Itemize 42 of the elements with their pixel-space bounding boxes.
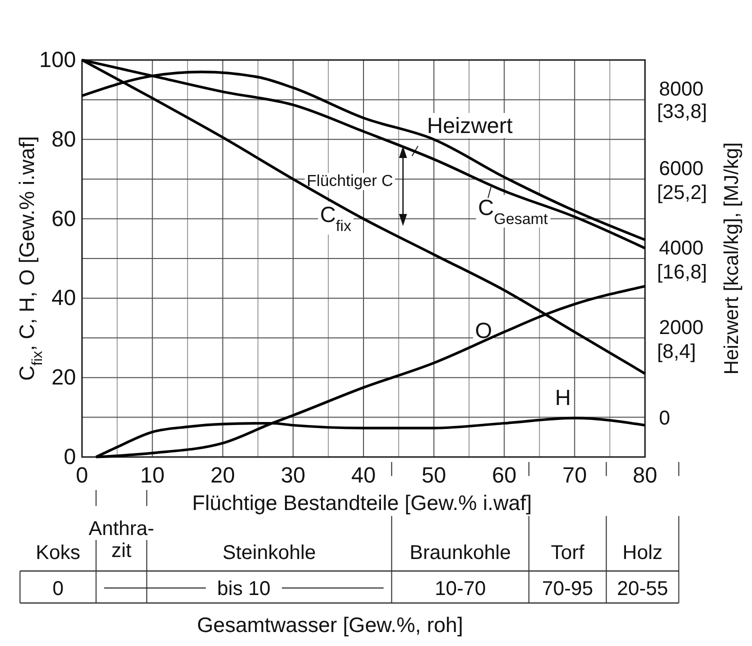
annotation: Flüchtiger C (306, 173, 393, 190)
y3-tick-label: [25,2] (657, 182, 708, 204)
y2-tick-label: 4000 (659, 238, 704, 260)
y-tick-label: 20 (52, 364, 76, 390)
x-tick-label: 20 (210, 462, 235, 488)
y2-tick-label: 6000 (659, 158, 704, 180)
text: Torf (550, 542, 585, 564)
series-label: Heizwert (427, 113, 513, 138)
x-axis-title: Flüchtige Bestandteile [Gew.% i.waf] (192, 492, 532, 515)
text: Steinkohle (222, 542, 316, 564)
text: 20-55 (616, 578, 668, 600)
y-tick-label: 0 (64, 444, 76, 470)
series-label: C$_{fix}$ (320, 202, 352, 234)
text: 10-70 (434, 578, 486, 600)
x-tick-label: 80 (632, 462, 658, 488)
text: 70-95 (542, 578, 594, 600)
y3-tick-label: [33,8] (657, 100, 708, 123)
text: Gesamtwasser [Gew.%, roh] (196, 614, 464, 637)
x-tick-label: 10 (140, 462, 165, 488)
series-label: C$_{Gesamt}$ (478, 195, 548, 228)
y-tick-label: 100 (39, 47, 76, 72)
y2-tick-label: 8000 (659, 78, 704, 101)
x-tick-label: 50 (422, 462, 446, 488)
y-tick-label: 80 (52, 126, 76, 152)
x-tick-label: 70 (562, 462, 587, 488)
series-label: O (475, 318, 492, 343)
series-label: H (555, 385, 571, 410)
x-tick-label: 30 (280, 462, 306, 488)
y-tick-label: 60 (52, 206, 76, 231)
y-tick-label: 40 (52, 285, 76, 310)
y2-axis-title: Heizwert [kcal/kg], [MJ/kg] (721, 142, 743, 375)
x-tick-label: 40 (351, 462, 376, 488)
y2-tick-label: 0 (659, 407, 670, 430)
text: bis 10 (217, 578, 271, 600)
y3-tick-label: [8,4] (657, 340, 696, 363)
y3-tick-label: [16,8] (657, 262, 708, 284)
y2-tick-label: 2000 (659, 316, 704, 339)
text: Braunkohle (410, 542, 511, 564)
text: Anthra- zit (88, 518, 154, 562)
text: Holz (622, 542, 663, 564)
text: Koks (36, 542, 80, 564)
x-tick-label: 60 (492, 462, 516, 488)
